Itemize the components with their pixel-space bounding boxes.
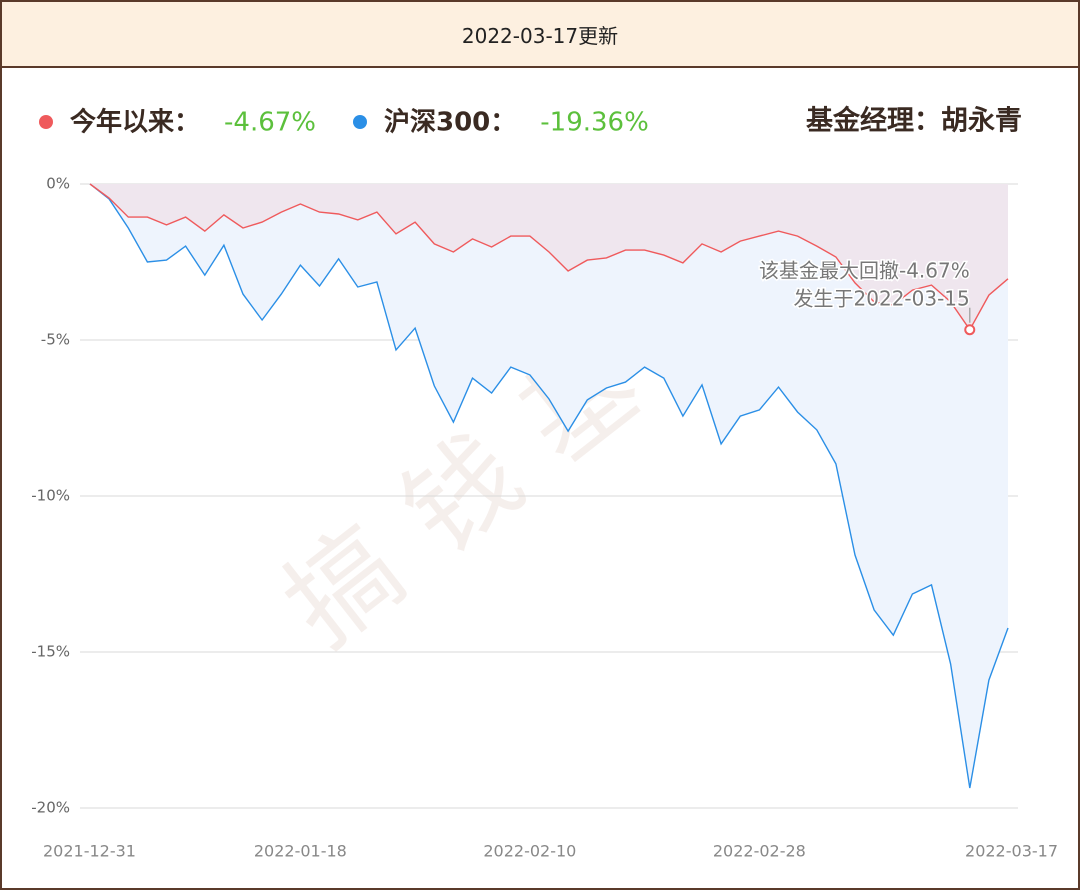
- y-tick-label: -20%: [31, 799, 70, 817]
- legend-value: -19.36%: [540, 108, 649, 138]
- legend-label: 今年以来：: [70, 107, 200, 138]
- line: [89, 183, 1009, 789]
- area: [90, 184, 1008, 330]
- x-tick-label: 2022-03-17: [965, 842, 1058, 861]
- legend-dot: [353, 115, 367, 129]
- y-tick-label: 0%: [46, 175, 70, 193]
- legend-label: 沪深300：: [384, 108, 516, 138]
- x-tick-label: 2022-02-28: [713, 842, 806, 861]
- x-tick-label: 2021-12-31: [43, 842, 136, 861]
- legend-dot: [39, 115, 53, 129]
- y-tick-label: -15%: [31, 643, 70, 661]
- x-tick-label: 2022-02-10: [483, 842, 576, 861]
- x-tick-label: 2022-01-18: [254, 842, 347, 861]
- manager: 基金经理：胡永青: [806, 105, 1022, 137]
- y-tick-label: -5%: [41, 331, 70, 349]
- y-tick-label: -10%: [31, 487, 70, 505]
- annotation: 该基金最大回撤-4.67%: [759, 259, 970, 283]
- drawdown-point: [964, 324, 976, 336]
- header-title: 2022-03-17更新: [2, 2, 1078, 68]
- legend-value: -4.67%: [224, 108, 316, 138]
- annotation: 发生于2022-03-15: [794, 287, 970, 311]
- line: [89, 183, 1009, 332]
- area: [90, 184, 1008, 788]
